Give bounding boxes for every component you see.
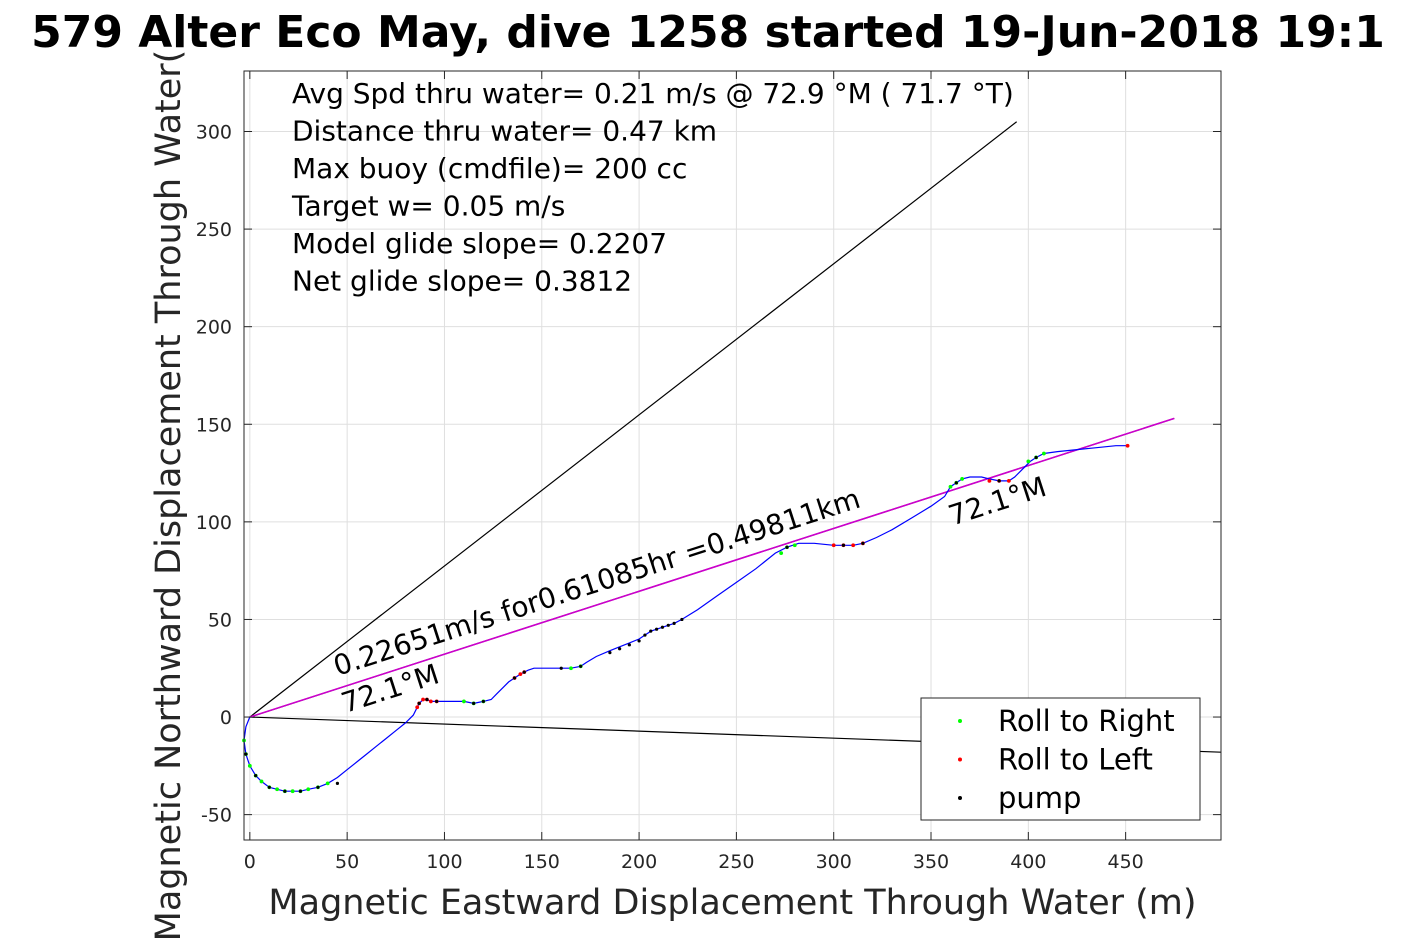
stat-line: Distance thru water= 0.47 km [292, 115, 717, 148]
x-tick-label: 450 [1108, 851, 1144, 873]
series-marker [660, 625, 665, 629]
x-tick-label: 300 [816, 851, 852, 873]
legend-entry: Roll to Left [998, 743, 1153, 777]
y-tick-label: 100 [196, 512, 232, 534]
y-tick-label: 300 [196, 122, 232, 144]
series-marker [462, 699, 466, 704]
series-marker [649, 629, 653, 633]
y-axis-label: Magnetic Northward Displacement Through … [149, 50, 189, 942]
series-marker [1006, 478, 1011, 483]
series-marker [298, 789, 303, 793]
stat-line: Target w= 0.05 m/s [291, 190, 565, 223]
series-marker [428, 699, 433, 704]
legend-entry: pump [998, 781, 1081, 815]
series-marker [275, 787, 279, 792]
series-marker [960, 477, 965, 481]
x-tick-label: 100 [426, 851, 462, 873]
series-marker [425, 697, 429, 702]
stat-line: Max buoy (cmdfile)= 200 cc [292, 152, 687, 185]
series-marker [579, 664, 583, 668]
y-tick-label: -50 [201, 805, 232, 827]
series-marker [1125, 443, 1130, 448]
series-marker [851, 543, 856, 548]
series-marker [1034, 455, 1038, 460]
series-marker [672, 621, 676, 625]
series-marker [654, 627, 659, 631]
series-marker [948, 484, 953, 489]
series-marker [325, 781, 330, 786]
series-marker [608, 651, 612, 655]
y-tick-label: 50 [208, 609, 232, 631]
stat-line: Avg Spd thru water= 0.21 m/s @ 72.9 °M (… [292, 77, 1014, 110]
series-marker [618, 647, 622, 651]
stat-line: Net glide slope= 0.3812 [292, 265, 632, 298]
series-marker [637, 639, 641, 643]
series-marker [831, 543, 836, 548]
series-marker [954, 481, 958, 485]
series-marker [997, 479, 1001, 483]
legend: Roll to Right Roll to Left pump [920, 697, 1201, 821]
x-tick-label: 50 [335, 851, 359, 873]
series-marker [417, 701, 421, 705]
series-marker [518, 672, 523, 676]
series-marker [335, 781, 340, 785]
legend-marker [958, 796, 962, 800]
y-tick-label: 0 [220, 707, 232, 729]
markers [242, 443, 1130, 794]
x-tick-label: 400 [1010, 851, 1046, 873]
series-marker [861, 541, 865, 545]
series-marker [421, 697, 425, 702]
series-marker [415, 705, 420, 710]
legend-entry: Roll to Right [998, 704, 1175, 738]
reference-line [249, 417, 1175, 718]
reference-line [249, 121, 1018, 718]
x-axis-label: Magnetic Eastward Displacement Through W… [268, 883, 1196, 923]
y-tick-label: 200 [196, 317, 232, 339]
series-marker [259, 779, 264, 784]
series-marker [472, 701, 476, 705]
series-marker [785, 545, 789, 549]
x-tick-label: 350 [913, 851, 949, 873]
series-marker [306, 787, 311, 792]
series-marker [987, 478, 992, 483]
dive-statistics: Avg Spd thru water= 0.21 m/s @ 72.9 °M (… [291, 77, 1014, 298]
series-marker [512, 676, 517, 680]
series-marker [522, 670, 526, 674]
series-marker [841, 543, 846, 547]
series-marker [435, 699, 439, 704]
series-marker [666, 623, 670, 627]
series-marker [254, 773, 258, 778]
legend-marker [958, 757, 962, 762]
series-marker [627, 643, 631, 647]
series-marker [244, 752, 248, 756]
plot-frame [243, 70, 1222, 841]
series-marker [569, 666, 573, 671]
x-tick-label: 200 [621, 851, 657, 873]
series-marker [559, 666, 563, 670]
x-tick-label: 250 [718, 851, 754, 873]
series-marker [316, 785, 320, 789]
y-tick-label: 250 [196, 219, 232, 241]
legend-box [920, 697, 1201, 821]
reference-lines [249, 121, 1222, 753]
series-marker [779, 551, 784, 555]
stat-line: Model glide slope= 0.2207 [292, 227, 667, 260]
series-marker [283, 789, 287, 793]
y-tick-label: 150 [196, 414, 232, 436]
series-marker [290, 789, 295, 794]
x-tick-label: 150 [524, 851, 560, 873]
series-marker [1041, 451, 1046, 456]
series-marker [267, 785, 271, 789]
series-marker [1026, 459, 1031, 464]
series-marker [247, 763, 252, 768]
series-marker [680, 617, 684, 622]
legend-marker [958, 719, 962, 723]
series-marker [481, 699, 485, 704]
chart-title: 579 Alter Eco May, dive 1258 started 19-… [31, 7, 1385, 58]
x-tick-label: 0 [244, 851, 256, 873]
axis-ticks: 0 50 100 150 200 250 300 350 400 450 -50 0 50 100 150 2… [196, 71, 1221, 873]
series-marker [792, 543, 797, 548]
series-marker [643, 633, 647, 637]
